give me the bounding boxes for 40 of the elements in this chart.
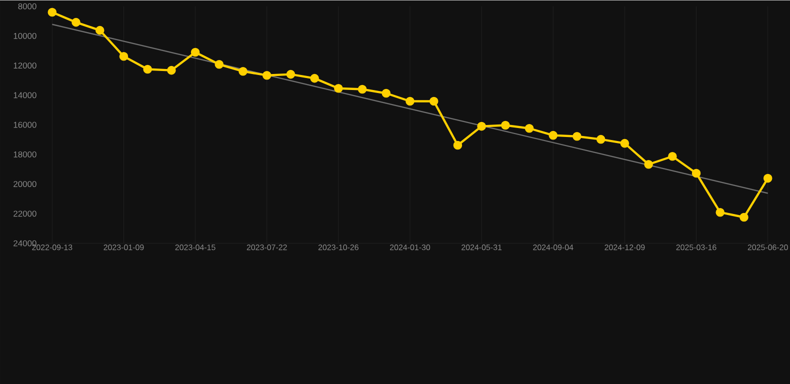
y-tick-label: 18000 [14, 151, 36, 158]
point [167, 66, 176, 75]
point [692, 168, 701, 178]
point [190, 48, 200, 56]
point [620, 138, 630, 148]
point [119, 52, 128, 61]
point [596, 134, 606, 144]
point [48, 8, 57, 16]
point [668, 152, 677, 161]
point [262, 70, 272, 80]
y-tick-label: 22000 [14, 210, 36, 217]
y-tick-label: 16000 [14, 122, 36, 128]
point [72, 18, 80, 27]
point [572, 132, 582, 141]
point [95, 26, 104, 35]
point [334, 84, 343, 93]
point [286, 70, 296, 79]
point [548, 130, 558, 140]
point [716, 208, 725, 217]
y-tick-label: 12000 [14, 62, 36, 68]
point [406, 96, 414, 106]
point [524, 124, 534, 133]
point [644, 160, 653, 169]
point [214, 60, 224, 69]
point [429, 96, 438, 106]
point [740, 212, 748, 222]
y-tick-label: 8000 [18, 3, 36, 10]
point [501, 120, 510, 130]
point [143, 64, 152, 74]
point [310, 74, 319, 83]
point [358, 84, 367, 94]
y-tick-label: 14000 [14, 92, 36, 98]
y-tick-label: 24000 [14, 240, 36, 246]
point [453, 140, 462, 150]
y-tick-label: 10000 [14, 32, 36, 39]
point [382, 88, 391, 98]
point [763, 174, 772, 183]
point [238, 66, 248, 76]
y-tick-label: 20000 [14, 180, 36, 187]
point [477, 122, 486, 131]
